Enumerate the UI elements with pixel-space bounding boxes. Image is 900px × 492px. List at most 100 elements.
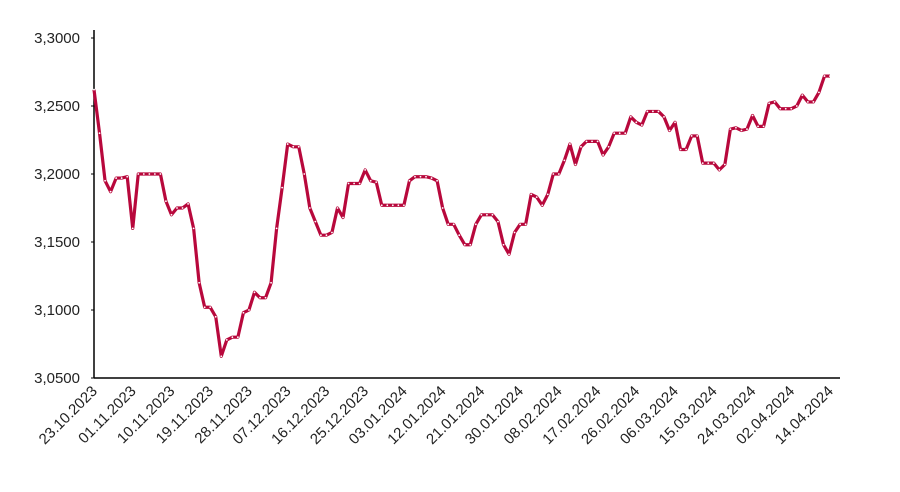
point: [668, 129, 671, 132]
point: [402, 204, 405, 207]
point: [192, 227, 195, 230]
point: [98, 132, 101, 135]
point: [275, 227, 278, 230]
point: [624, 132, 627, 135]
point: [281, 186, 284, 189]
point: [203, 306, 206, 309]
point: [408, 179, 411, 182]
point: [187, 203, 189, 205]
point: [701, 162, 704, 165]
point: [580, 145, 582, 148]
point: [425, 175, 427, 178]
point: [773, 101, 776, 103]
point: [308, 207, 311, 209]
point: [795, 105, 798, 107]
point: [530, 193, 533, 196]
point: [635, 121, 638, 124]
point: [801, 94, 804, 97]
point: [463, 243, 466, 246]
point: [591, 140, 593, 143]
point: [436, 179, 438, 182]
point: [740, 129, 743, 132]
point: [231, 336, 234, 339]
point: [596, 140, 599, 143]
point: [314, 220, 317, 223]
point: [259, 296, 261, 299]
point: [729, 128, 732, 131]
point: [414, 175, 416, 178]
point: [546, 193, 549, 196]
point: [674, 121, 676, 124]
point: [242, 311, 245, 314]
point: [806, 101, 809, 103]
point: [137, 173, 140, 175]
point: [486, 213, 488, 216]
point: [784, 107, 787, 110]
point: [569, 143, 571, 145]
point: [115, 177, 118, 179]
y-tick-label: 3,2000: [34, 166, 80, 183]
point: [297, 145, 300, 148]
point: [823, 75, 826, 77]
point: [640, 124, 643, 126]
point: [657, 110, 660, 113]
point: [131, 227, 134, 230]
point: [176, 207, 178, 209]
point: [441, 207, 444, 209]
point: [336, 207, 339, 209]
point: [712, 162, 715, 165]
point: [209, 306, 212, 309]
point: [723, 163, 726, 166]
point: [342, 216, 344, 219]
point: [447, 223, 450, 226]
point: [369, 179, 372, 182]
point: [380, 204, 383, 207]
point: [685, 148, 688, 151]
point: [474, 223, 477, 226]
point: [790, 107, 793, 110]
point: [353, 182, 355, 185]
point: [292, 145, 295, 148]
point: [585, 140, 588, 143]
point: [818, 91, 820, 94]
y-tick-label: 3,3000: [34, 30, 80, 47]
point: [170, 213, 173, 216]
point: [391, 204, 394, 207]
point: [762, 125, 765, 128]
point: [563, 159, 566, 162]
point: [148, 173, 151, 175]
point: [735, 126, 737, 129]
point: [646, 110, 649, 113]
point: [386, 204, 389, 207]
point: [469, 243, 472, 246]
point: [541, 204, 544, 207]
point: [690, 135, 693, 137]
point: [165, 200, 167, 203]
point: [364, 169, 367, 171]
point: [812, 101, 815, 103]
point: [253, 291, 256, 294]
point: [552, 173, 555, 175]
point: [574, 163, 577, 166]
point: [120, 177, 123, 179]
point: [829, 75, 831, 77]
point: [513, 231, 516, 234]
point: [524, 223, 527, 226]
point: [104, 179, 106, 182]
point: [142, 173, 145, 175]
point: [458, 234, 461, 237]
point: [270, 281, 272, 284]
point: [236, 336, 239, 339]
point: [629, 115, 632, 118]
point: [746, 128, 748, 131]
point: [248, 309, 250, 311]
point: [198, 281, 201, 284]
point: [652, 110, 654, 113]
y-tick-label: 3,0500: [34, 370, 80, 387]
point: [220, 355, 223, 358]
point: [419, 175, 422, 178]
point: [718, 169, 721, 171]
y-tick-label: 3,1000: [34, 302, 80, 319]
point: [181, 207, 184, 209]
